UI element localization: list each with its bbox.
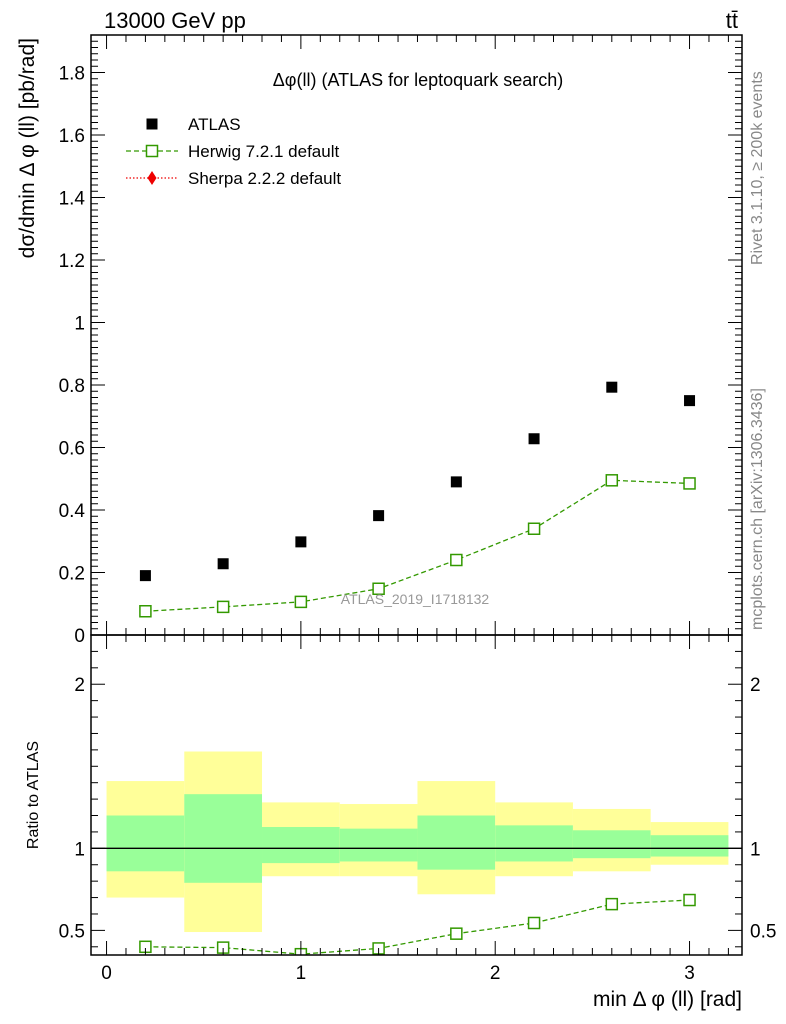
ratio-band-inner — [572, 830, 651, 859]
rivet-label: Rivet 3.1.10, ≥ 200k events — [749, 71, 766, 265]
ratio-y-tick-label-right: 1 — [750, 839, 761, 860]
atlas-point — [450, 476, 462, 488]
legend-herwig-label: Herwig 7.2.1 default — [188, 142, 339, 161]
herwig-point — [527, 522, 541, 535]
mcplots-label: mcplots.cern.ch [arXiv:1306.3436] — [749, 388, 766, 630]
y-tick-label: 0.4 — [59, 501, 86, 522]
herwig-point — [683, 477, 696, 490]
header-process-label: tt̄ — [726, 8, 738, 33]
ratio-band-inner — [106, 815, 185, 872]
y-tick-label: 1 — [74, 314, 85, 335]
atlas-point — [528, 433, 540, 445]
legend: ATLAS Herwig 7.2.1 default Sherpa 2.2.2 de… — [126, 115, 341, 188]
atlas-point — [606, 381, 618, 393]
atlas-point — [295, 536, 307, 548]
ratio-band-inner — [650, 835, 729, 857]
atlas-point — [139, 570, 151, 582]
ratio-herwig-line — [145, 899, 690, 955]
legend-atlas-marker — [146, 118, 158, 130]
x-tick-label: 1 — [296, 963, 307, 984]
ratio-band-inner — [495, 825, 573, 862]
herwig-point — [450, 553, 463, 567]
watermark-label: ATLAS_2019_I1718132 — [341, 591, 490, 607]
legend-atlas-label: ATLAS — [188, 115, 241, 134]
y-tick-label: 0.2 — [59, 564, 85, 585]
atlas-point — [684, 395, 696, 407]
herwig-point — [605, 474, 619, 487]
y-tick-label: 1.6 — [59, 126, 85, 147]
ratio-y-tick-label: 0.5 — [59, 921, 85, 942]
legend-herwig-marker — [145, 144, 159, 158]
header-energy-label: 13000 GeV pp — [104, 8, 246, 33]
y-tick-label: 0.6 — [59, 439, 85, 460]
x-axis-label: min Δ φ (ll) [rad] — [593, 988, 742, 1011]
ratio-y-tick-label-right: 2 — [750, 675, 761, 696]
ratio-y-axis-label: Ratio to ATLAS — [25, 741, 42, 849]
herwig-point — [372, 582, 385, 595]
ratio-band-inner — [417, 815, 496, 870]
atlas-point — [217, 558, 229, 570]
ratio-herwig-point — [527, 916, 541, 930]
y-tick-label: 1.4 — [59, 189, 86, 210]
ratio-band-inner — [339, 828, 418, 862]
y-tick-label: 0.8 — [59, 376, 85, 397]
herwig-point — [294, 595, 308, 609]
x-tick-label: 2 — [490, 963, 501, 984]
main-title: Δφ(ll) (ATLAS for leptoquark search) — [273, 70, 563, 90]
ratio-herwig-point — [683, 893, 696, 907]
ratio-y-tick-label: 1 — [74, 839, 85, 860]
y-tick-label: 1.8 — [59, 64, 85, 85]
ratio-y-tick-label: 2 — [74, 675, 85, 696]
ratio-plot-frame — [90, 634, 743, 956]
herwig-point — [139, 605, 152, 618]
herwig-line — [145, 479, 690, 612]
ratio-band-inner — [262, 827, 340, 864]
ratio-band-inner — [184, 794, 263, 883]
x-tick-label: 3 — [684, 963, 695, 984]
y-tick-label: 0 — [74, 626, 85, 647]
ratio-y-tick-label-right: 0.5 — [750, 921, 776, 942]
main-panel: 0 0.2 0.4 0.6 0.8 1 1.2 1.4 1.6 1.8 Δφ(ll) (ATLAS… — [16, 34, 743, 647]
main-y-axis-label: dσ/dmin Δ φ (ll) [pb/rad] — [16, 38, 39, 258]
herwig-point — [216, 600, 230, 614]
legend-sherpa-label: Sherpa 2.2.2 default — [188, 169, 341, 188]
legend-sherpa-marker — [147, 171, 157, 185]
x-tick-label: 0 — [101, 963, 112, 984]
ratio-herwig-point — [605, 897, 619, 911]
ratio-panel: 0.5 0.5 1 1 2 2 0 1 2 3 Ratio to ATLAS min Δ φ (l… — [25, 634, 776, 1011]
y-tick-label: 1.2 — [59, 251, 85, 272]
ratio-herwig-point — [450, 927, 463, 940]
atlas-point — [373, 510, 385, 522]
